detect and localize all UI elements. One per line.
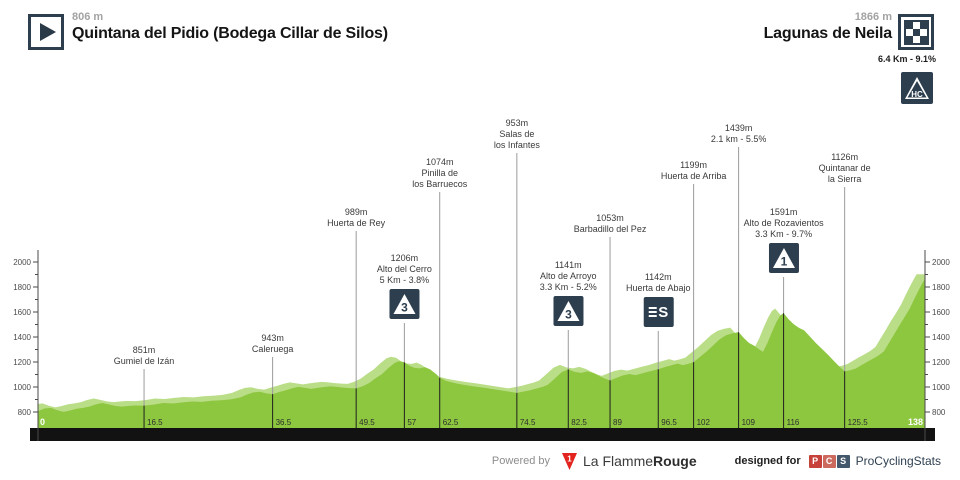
la-flamme-rouge-logo: 1 <box>562 452 578 470</box>
finish-elevation: 1866 m <box>854 11 892 23</box>
km-label: 125.5 <box>848 418 869 427</box>
base-bar <box>30 428 935 441</box>
finish-flag-icon <box>898 14 934 50</box>
y-axis-label-left: 1400 <box>13 333 31 342</box>
km-label: 109 <box>742 418 756 427</box>
start-name: Quintana del Pidio (Bodega Cillar de Sil… <box>72 25 388 42</box>
pcs-logo: P C S <box>808 454 850 468</box>
la-flamme-rouge-name: La FlammeRouge <box>583 453 697 469</box>
footer: Powered by 1 La FlammeRouge designed for… <box>492 451 941 471</box>
km-label: 82.5 <box>571 418 587 427</box>
y-axis-label-left: 1000 <box>13 383 31 392</box>
y-axis-label-right: 800 <box>932 408 946 417</box>
procyclingstats-name: ProCyclingStats <box>855 454 941 468</box>
start-header: 806 m Quintana del Pidio (Bodega Cillar … <box>72 11 388 43</box>
km-label: 89 <box>613 418 622 427</box>
designed-for-label: designed for <box>734 455 801 467</box>
km-label: 16.5 <box>147 418 163 427</box>
km-label: 57 <box>407 418 416 427</box>
profile-chart: 800 800 1000 1000 1200 1200 1400 1400 1600 1600 18… <box>13 147 950 441</box>
km-label: 74.5 <box>520 418 536 427</box>
y-axis-label-right: 1800 <box>932 283 950 292</box>
final-climb-info: 6.4 Km - 9.1% <box>877 54 936 64</box>
km-label: 0 <box>40 417 45 427</box>
y-axis-label-left: 1800 <box>13 283 31 292</box>
km-label: 49.5 <box>359 418 375 427</box>
km-label: 116 <box>787 418 800 427</box>
finish-name: Lagunas de Neila <box>763 25 893 42</box>
km-label: 36.5 <box>276 418 292 427</box>
y-axis-label-right: 1000 <box>932 383 950 392</box>
start-elevation: 806 m <box>72 11 104 23</box>
y-axis-label-right: 1600 <box>932 308 950 317</box>
km-label: 102 <box>697 418 711 427</box>
finish-header: 1866 m Lagunas de Neila <box>763 11 893 43</box>
y-axis-label-left: 1600 <box>13 308 31 317</box>
y-axis-label-right: 2000 <box>932 258 950 267</box>
y-axis-label-right: 1200 <box>932 358 950 367</box>
y-axis-label-left: 2000 <box>13 258 31 267</box>
svg-text:1: 1 <box>567 454 572 463</box>
start-flag-icon <box>28 14 64 50</box>
y-axis-label-left: 800 <box>18 408 32 417</box>
hc-climb-icon: HC <box>901 72 933 104</box>
powered-by-label: Powered by <box>491 455 551 467</box>
y-axis-label-left: 1200 <box>13 358 31 367</box>
play-icon <box>39 23 56 41</box>
km-label: 96.5 <box>661 418 677 427</box>
hc-icon-label: HC <box>911 90 923 99</box>
km-label: 62.5 <box>443 418 459 427</box>
y-axis-label-right: 1400 <box>932 333 950 342</box>
lfr-triangle-icon: 1 <box>562 452 578 470</box>
checkered-flag-icon <box>905 21 927 43</box>
km-label: 138 <box>908 417 923 427</box>
